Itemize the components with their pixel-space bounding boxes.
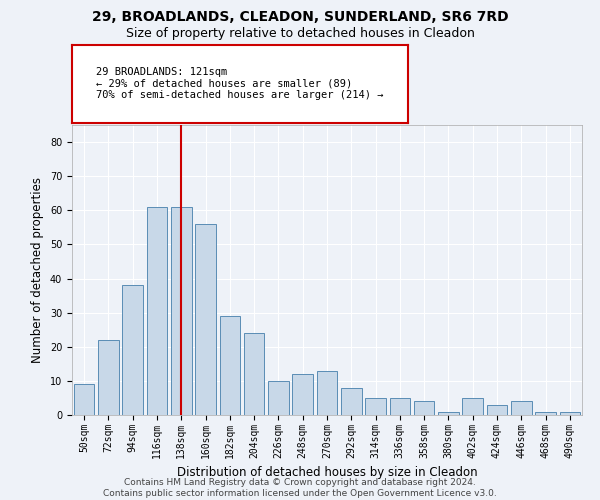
Bar	[560, 412, 580, 415]
Bar	[292, 374, 313, 415]
Bar	[389, 398, 410, 415]
Bar	[220, 316, 240, 415]
Bar	[511, 402, 532, 415]
Bar	[365, 398, 386, 415]
Bar	[268, 381, 289, 415]
Bar	[341, 388, 362, 415]
Bar	[195, 224, 216, 415]
Bar	[317, 370, 337, 415]
Bar	[438, 412, 459, 415]
Text: 29, BROADLANDS, CLEADON, SUNDERLAND, SR6 7RD: 29, BROADLANDS, CLEADON, SUNDERLAND, SR6…	[92, 10, 508, 24]
X-axis label: Distribution of detached houses by size in Cleadon: Distribution of detached houses by size …	[176, 466, 478, 479]
Bar	[171, 207, 191, 415]
Bar	[535, 412, 556, 415]
Bar	[98, 340, 119, 415]
Bar	[414, 402, 434, 415]
Bar	[74, 384, 94, 415]
Bar	[122, 286, 143, 415]
Text: Size of property relative to detached houses in Cleadon: Size of property relative to detached ho…	[125, 28, 475, 40]
Bar	[463, 398, 483, 415]
Text: Contains HM Land Registry data © Crown copyright and database right 2024.
Contai: Contains HM Land Registry data © Crown c…	[103, 478, 497, 498]
Bar	[146, 207, 167, 415]
Bar	[244, 333, 265, 415]
Bar	[487, 405, 508, 415]
Text: 29 BROADLANDS: 121sqm
← 29% of detached houses are smaller (89)
70% of semi-deta: 29 BROADLANDS: 121sqm ← 29% of detached …	[96, 67, 384, 100]
Y-axis label: Number of detached properties: Number of detached properties	[31, 177, 44, 363]
